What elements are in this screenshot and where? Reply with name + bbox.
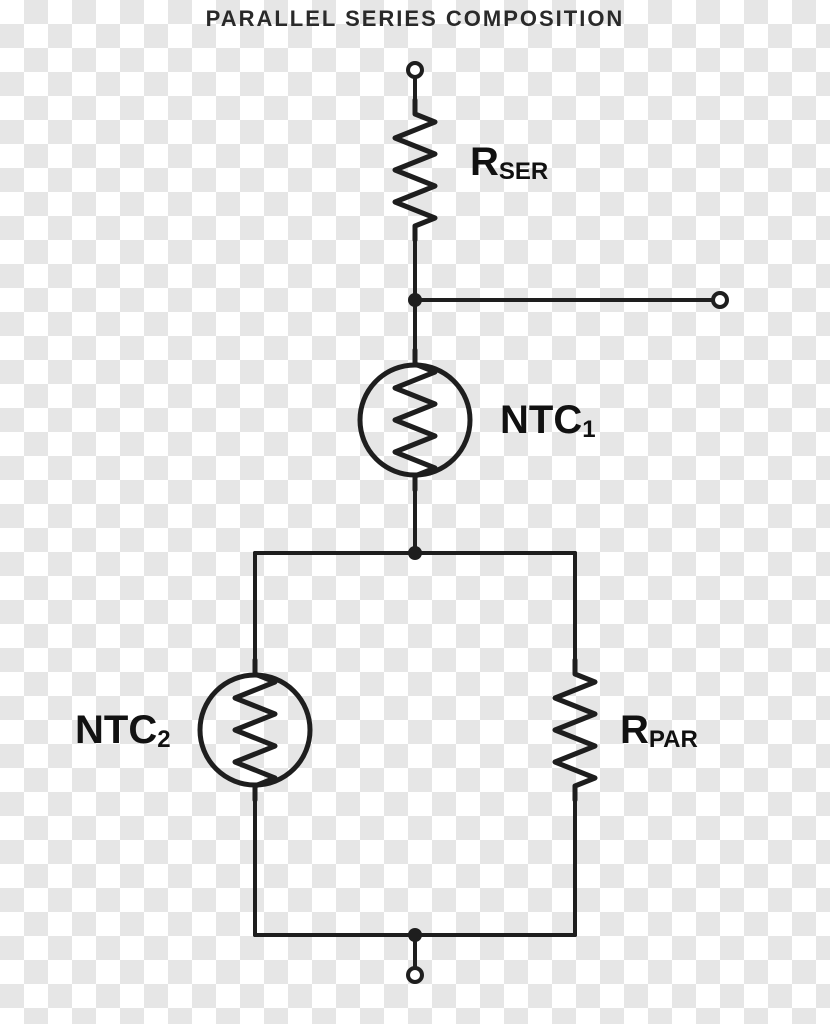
nodes-group xyxy=(408,293,422,942)
terminals-group xyxy=(408,63,727,982)
wires-group xyxy=(255,70,720,975)
label-rser: RSER xyxy=(470,140,548,186)
diagram-canvas: PARALLEL SERIES COMPOSITION RSER NTC1 NT… xyxy=(0,0,830,1024)
circuit-svg xyxy=(0,0,830,1024)
label-rpar: RPAR xyxy=(620,708,698,754)
components-group xyxy=(200,100,595,800)
label-ntc2: NTC2 xyxy=(75,708,171,754)
label-ntc1: NTC1 xyxy=(500,398,596,444)
ntc2 xyxy=(200,660,310,800)
ntc1 xyxy=(360,350,470,490)
rpar xyxy=(555,660,595,800)
rser xyxy=(395,100,435,240)
